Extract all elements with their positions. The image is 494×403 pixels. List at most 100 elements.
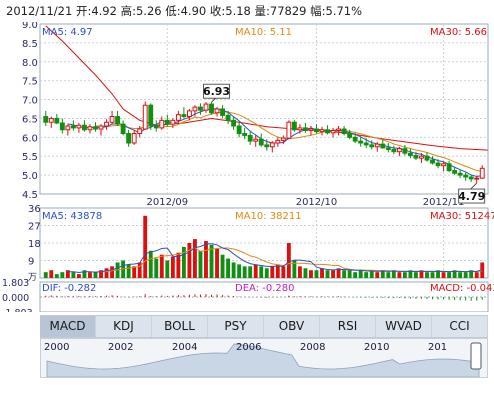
- price-tick-label: 5.0: [22, 171, 38, 182]
- candle-body: [137, 128, 143, 135]
- volume-bar: [336, 268, 341, 278]
- price-legend-item: MA5: 4.97: [42, 27, 93, 38]
- volume-bar: [425, 272, 429, 278]
- candle-body: [407, 152, 413, 156]
- tab-boll[interactable]: BOLL: [152, 316, 208, 337]
- candle-body: [65, 125, 71, 131]
- candle-body: [170, 119, 176, 125]
- close-value: 5.18: [225, 4, 251, 18]
- timeline-year-label: 2000: [44, 342, 69, 353]
- month-label: 2012/09: [147, 197, 189, 208]
- candle-body: [441, 163, 446, 167]
- candle-body: [142, 104, 148, 130]
- volume-bar: [148, 250, 153, 278]
- candle-body: [181, 114, 187, 118]
- volume-bar: [237, 264, 242, 278]
- volume-bar: [353, 272, 358, 278]
- macd-tick-label: 1.803: [2, 278, 29, 289]
- change-value: 5.71%: [325, 4, 363, 18]
- price-tick-label: 8.5: [22, 39, 38, 50]
- high-label: 高:: [120, 4, 136, 18]
- candle-body: [419, 155, 424, 159]
- volume-bar: [375, 272, 380, 278]
- volume-bar: [458, 272, 463, 278]
- candle-body: [43, 116, 49, 123]
- candle-body: [231, 119, 237, 127]
- volume-bar: [441, 272, 446, 278]
- candle-body: [308, 128, 314, 132]
- candle-body: [269, 142, 275, 148]
- volume-bar: [469, 270, 474, 278]
- volume-bar: [253, 264, 258, 278]
- footer-area: [0, 381, 494, 403]
- volume-bar: [463, 272, 468, 278]
- candle-body: [109, 116, 115, 123]
- timeline-navigator[interactable]: 2000 2002 2004 2006 2008 2010 201: [40, 338, 488, 378]
- macd-legend-item: MACD: -0.043: [430, 283, 494, 294]
- timeline-year-label: 2006: [236, 342, 261, 353]
- volume-bar: [397, 272, 402, 278]
- tab-macd[interactable]: MACD: [40, 316, 96, 337]
- candle-body: [247, 134, 253, 142]
- candle-body: [87, 126, 93, 131]
- candle-body: [380, 143, 386, 149]
- candle-body: [280, 137, 286, 141]
- tab-kdj[interactable]: KDJ: [96, 316, 152, 337]
- candle-body: [242, 133, 248, 136]
- volume-ma5-line: [67, 243, 483, 274]
- candle-body: [203, 103, 209, 111]
- candle-body: [363, 142, 369, 146]
- volume-tick-label: 27: [28, 222, 41, 233]
- candle-body: [319, 129, 325, 133]
- volume-bar: [176, 252, 181, 278]
- candle-body: [198, 106, 203, 111]
- volume-bar: [170, 256, 175, 278]
- ma5-line: [67, 108, 483, 177]
- stock-chart[interactable]: 9.0 8.5 8.0 7.5 7.0 6.5 6.0 5.5 5.0 4.5 2012/09 201…: [0, 22, 494, 312]
- candle-body: [452, 170, 458, 174]
- volume-bar: [358, 270, 363, 278]
- tab-cci[interactable]: CCI: [432, 316, 488, 337]
- volume-bar: [364, 272, 369, 278]
- tab-obv[interactable]: OBV: [264, 316, 320, 337]
- volume-bar: [60, 272, 65, 278]
- timeline-year-label: 2010: [364, 342, 389, 353]
- volume-bar: [369, 270, 374, 278]
- candle-body: [214, 108, 220, 114]
- volume-bar: [331, 270, 335, 278]
- macd-tick-label: 0.000: [2, 293, 29, 304]
- price-tick-label: 7.0: [22, 96, 38, 107]
- volume-bar: [303, 268, 308, 278]
- volume-bar: [452, 270, 457, 278]
- candle-body: [330, 130, 336, 134]
- volume-bar: [215, 248, 219, 278]
- timeline-range-handle[interactable]: [470, 342, 482, 370]
- price-tick-label: 5.5: [22, 152, 38, 163]
- candle-body: [148, 104, 154, 127]
- tab-rsi[interactable]: RSI: [320, 316, 376, 337]
- candle-body: [369, 144, 375, 148]
- candle-body: [474, 177, 480, 180]
- annotation-label: 4.79: [458, 190, 485, 203]
- volume-bar: [220, 254, 225, 278]
- volume-bar: [143, 215, 148, 278]
- volume-bar: [187, 243, 192, 278]
- candle-body: [463, 174, 469, 178]
- volume-bar: [137, 262, 142, 278]
- high-value: 5.26: [135, 4, 162, 18]
- volume-bar: [275, 264, 280, 278]
- volume-bar: [198, 250, 203, 278]
- macd-legend-item: DEA: -0.280: [235, 283, 294, 294]
- candle-body: [82, 124, 87, 131]
- volume-bar: [231, 262, 236, 278]
- candle-body: [314, 128, 319, 133]
- annotation-leader: [211, 97, 216, 103]
- volume-bar: [286, 243, 291, 278]
- tab-wvad[interactable]: WVAD: [376, 316, 432, 337]
- candle-body: [225, 114, 231, 121]
- tab-psy[interactable]: PSY: [208, 316, 264, 337]
- low-label: 低:: [165, 4, 181, 18]
- candle-body: [253, 138, 259, 142]
- price-tick-label: 4.5: [22, 190, 38, 201]
- volume-bar: [159, 254, 164, 278]
